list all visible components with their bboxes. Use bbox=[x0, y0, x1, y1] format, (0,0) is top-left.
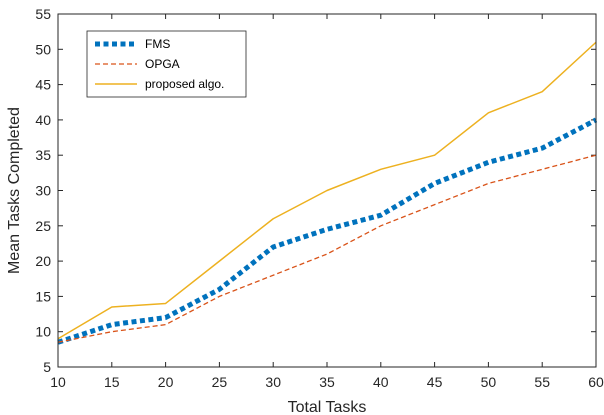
y-tick-label: 15 bbox=[35, 288, 51, 304]
x-tick-label: 50 bbox=[481, 374, 497, 390]
y-tick-label: 10 bbox=[35, 324, 51, 340]
y-tick-label: 50 bbox=[35, 41, 51, 57]
series-layer bbox=[57, 41, 598, 345]
y-tick-label: 20 bbox=[35, 253, 51, 269]
axes-box bbox=[57, 13, 597, 368]
x-tick-label: 30 bbox=[265, 374, 281, 390]
series-line-opga bbox=[57, 154, 597, 343]
y-tick-label: 35 bbox=[35, 147, 51, 163]
tick-labels: 10 15 20 25 30 35 40 45 50 55 60510152025303540455… bbox=[35, 6, 604, 390]
y-tick-label: 5 bbox=[43, 359, 51, 375]
x-tick-label: 40 bbox=[373, 374, 389, 390]
legend: FMS OPGA proposed algo. bbox=[86, 30, 247, 98]
legend-label-proposed-algo: proposed algo. bbox=[145, 77, 224, 91]
series-line-proposed-algo bbox=[57, 41, 597, 340]
x-tick-label: 20 bbox=[158, 374, 174, 390]
legend-label-opga: OPGA bbox=[145, 57, 180, 71]
x-tick-label: 55 bbox=[534, 374, 550, 390]
axes-frame bbox=[57, 13, 597, 368]
x-tick-label: 15 bbox=[104, 374, 120, 390]
y-tick-label: 55 bbox=[35, 6, 51, 22]
x-tick-label: 60 bbox=[588, 374, 604, 390]
x-axis-label: Total Tasks bbox=[288, 399, 367, 415]
y-tick-label: 25 bbox=[35, 218, 51, 234]
y-axis-label: Mean Tasks Completed bbox=[6, 107, 23, 274]
legend-label-fms: FMS bbox=[145, 37, 170, 51]
x-tick-label: 10 bbox=[50, 374, 66, 390]
y-tick-label: 30 bbox=[35, 183, 51, 199]
x-tick-label: 25 bbox=[212, 374, 228, 390]
x-tick-label: 45 bbox=[427, 374, 443, 390]
y-tick-label: 45 bbox=[35, 77, 51, 93]
x-tick-label: 35 bbox=[319, 374, 335, 390]
y-tick-label: 40 bbox=[35, 112, 51, 128]
